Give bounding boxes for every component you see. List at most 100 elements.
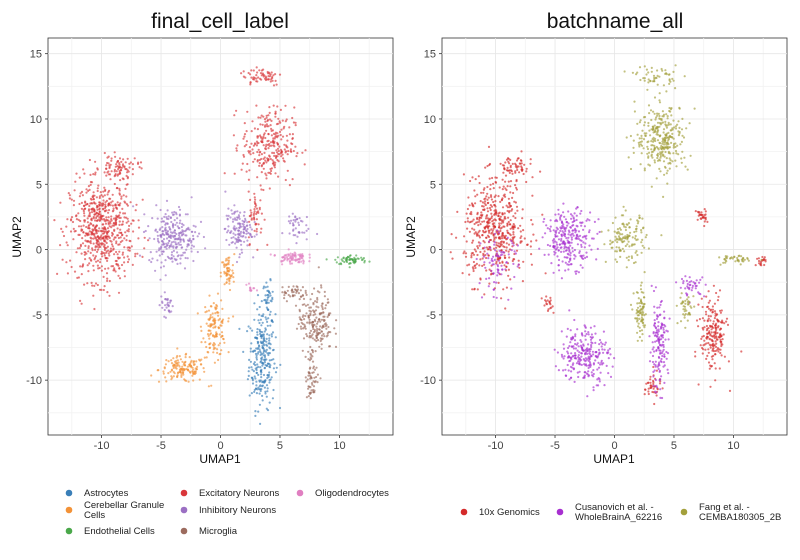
- data-point: [668, 134, 671, 137]
- data-point: [615, 231, 618, 234]
- data-point: [515, 178, 518, 182]
- data-point: [101, 242, 104, 245]
- data-point: [497, 195, 500, 198]
- data-point: [258, 154, 261, 157]
- data-point: [195, 360, 198, 363]
- data-point: [268, 401, 271, 404]
- data-point: [656, 74, 659, 77]
- data-point: [654, 390, 657, 393]
- data-point: [560, 246, 563, 249]
- data-point: [156, 234, 159, 237]
- data-point: [657, 346, 660, 349]
- data-point: [565, 246, 568, 249]
- data-point: [455, 236, 458, 239]
- data-point: [179, 238, 182, 241]
- legend-item: Inhibitory Neurons: [180, 505, 276, 516]
- data-point: [232, 134, 235, 137]
- data-point: [490, 257, 493, 260]
- data-point: [192, 379, 195, 382]
- data-point: [695, 279, 698, 282]
- data-point: [647, 81, 650, 84]
- data-point: [323, 335, 326, 338]
- data-point: [575, 214, 578, 217]
- data-point: [77, 212, 80, 215]
- data-point: [643, 393, 646, 396]
- data-point: [494, 176, 497, 179]
- data-point: [113, 151, 116, 154]
- data-point: [498, 249, 501, 252]
- data-point: [171, 224, 174, 227]
- data-point: [632, 261, 636, 265]
- data-point: [503, 264, 506, 267]
- data-point: [95, 238, 98, 241]
- data-point: [103, 207, 107, 210]
- data-point: [267, 373, 271, 377]
- data-point: [541, 213, 544, 216]
- data-point: [321, 302, 324, 305]
- data-point: [584, 330, 587, 333]
- data-point: [182, 373, 185, 376]
- data-point: [159, 234, 163, 237]
- data-point: [173, 229, 176, 232]
- data-point: [583, 375, 586, 379]
- data-point: [655, 327, 658, 330]
- data-point: [559, 216, 562, 220]
- data-point: [263, 337, 266, 340]
- data-point: [501, 197, 504, 200]
- data-point: [689, 154, 692, 157]
- data-point: [563, 355, 566, 358]
- data-point: [248, 220, 251, 223]
- data-point: [345, 260, 349, 264]
- data-point: [240, 251, 244, 254]
- data-point: [268, 362, 271, 365]
- data-point: [160, 217, 163, 220]
- data-point: [667, 162, 670, 165]
- data-point: [668, 78, 671, 81]
- data-point: [672, 119, 675, 122]
- data-point: [704, 348, 707, 351]
- data-point: [665, 73, 668, 76]
- data-point: [506, 209, 509, 213]
- data-point: [531, 223, 534, 226]
- data-point: [580, 355, 583, 358]
- data-point: [103, 227, 107, 230]
- data-point: [112, 238, 115, 241]
- data-point: [303, 303, 306, 306]
- data-point: [268, 334, 271, 337]
- data-point: [665, 113, 668, 116]
- data-point: [259, 150, 262, 153]
- data-point: [596, 378, 599, 381]
- data-point: [170, 359, 173, 362]
- data-point: [123, 212, 127, 215]
- data-point: [121, 251, 125, 254]
- data-point: [116, 253, 119, 256]
- data-point: [489, 273, 493, 276]
- data-point: [322, 332, 325, 336]
- data-point: [227, 317, 230, 320]
- data-point: [488, 206, 492, 210]
- data-point: [492, 272, 495, 275]
- data-point: [309, 391, 312, 394]
- data-point: [653, 144, 656, 147]
- data-point: [587, 333, 590, 336]
- data-point: [208, 343, 211, 346]
- data-point: [511, 191, 515, 195]
- data-point: [284, 254, 287, 257]
- data-point: [664, 338, 667, 341]
- data-point: [319, 320, 322, 323]
- data-point: [81, 237, 84, 240]
- data-point: [510, 196, 514, 199]
- data-point: [574, 352, 577, 355]
- data-point: [164, 376, 167, 379]
- data-point: [311, 292, 314, 296]
- data-point: [92, 237, 95, 240]
- data-point: [345, 259, 348, 262]
- data-point: [529, 162, 532, 165]
- data-point: [662, 195, 665, 198]
- data-point: [161, 253, 164, 256]
- data-point: [175, 213, 178, 216]
- data-point: [156, 369, 159, 372]
- data-point: [215, 335, 218, 338]
- data-point: [704, 210, 707, 213]
- data-point: [223, 283, 226, 286]
